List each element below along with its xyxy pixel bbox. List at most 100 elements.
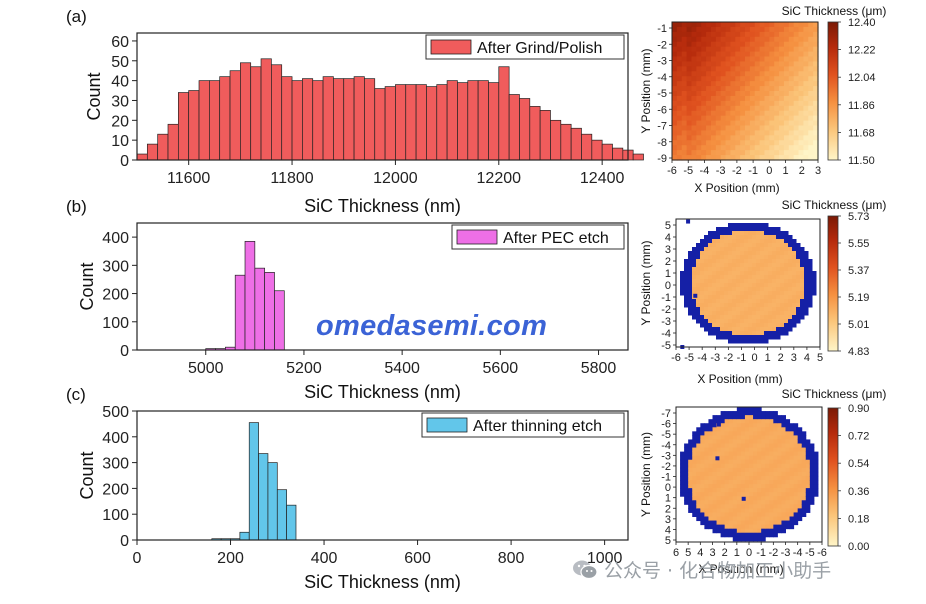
heatmap-cell xyxy=(793,488,799,493)
heatmap-cell xyxy=(748,327,753,332)
heatmap-cell xyxy=(696,467,701,473)
heatmap-cell xyxy=(736,339,741,344)
heatmap-cell xyxy=(765,488,770,493)
heatmap-cell xyxy=(712,520,718,526)
heatmap-cell xyxy=(744,223,749,228)
heatmap-cell xyxy=(754,125,761,132)
heatmap-cell xyxy=(776,287,781,292)
heatmap-cell xyxy=(748,311,753,316)
heatmap-cell xyxy=(793,105,800,112)
heatmap-cell xyxy=(686,95,693,102)
heatmap-cell xyxy=(706,140,712,146)
heatmap-cell xyxy=(696,247,701,252)
heatmap-cell xyxy=(740,71,746,77)
heatmap-cell xyxy=(712,255,717,260)
heatmap-cell xyxy=(696,36,702,43)
heatmap-cell xyxy=(812,271,817,276)
heatmap-cell xyxy=(696,516,701,522)
heatmap-cell xyxy=(805,508,811,513)
bar xyxy=(248,422,259,541)
heatmap-cell xyxy=(813,46,819,53)
heatmap-cell xyxy=(760,331,765,336)
heatmap-cell xyxy=(769,459,774,465)
heatmap-cell xyxy=(749,115,756,122)
heatmap-cell xyxy=(681,22,688,28)
heatmap-cell xyxy=(796,287,801,292)
heatmap-cell xyxy=(784,255,789,260)
heatmap-cell xyxy=(720,471,726,477)
heatmap-cell xyxy=(793,145,800,151)
heatmap-cell xyxy=(740,279,745,284)
y-tick-label: 0 xyxy=(120,153,129,170)
heatmap-cell xyxy=(732,492,738,497)
heatmap-cell xyxy=(684,459,689,465)
heatmap-cell xyxy=(793,480,799,485)
heatmap-cell xyxy=(793,56,800,63)
heatmap-cell xyxy=(781,467,786,473)
heatmap-cell xyxy=(749,423,754,428)
heatmap-cell xyxy=(700,267,705,272)
heatmap-cell xyxy=(740,56,746,63)
heatmap-cell xyxy=(773,471,778,477)
heatmap-cell xyxy=(757,492,762,497)
heatmap-cell xyxy=(691,86,697,92)
heatmap-cell xyxy=(736,255,741,260)
heatmap-cell xyxy=(720,492,726,497)
heatmap-cell xyxy=(768,295,773,300)
heatmap-cell xyxy=(732,451,738,457)
bar xyxy=(498,66,510,161)
bar xyxy=(136,153,148,161)
heatmap-cell xyxy=(760,295,765,300)
heatmap-cell xyxy=(801,488,807,493)
heatmap-cell xyxy=(779,71,785,77)
heatmap-cell xyxy=(696,243,701,248)
heatmap-cell xyxy=(708,247,713,252)
bar xyxy=(271,64,283,161)
heatmap-cell xyxy=(700,307,705,312)
heatmap-cell xyxy=(716,415,722,420)
heatmap-cell xyxy=(777,512,782,517)
heatmap-cell xyxy=(744,463,750,469)
heatmap-cell xyxy=(745,105,751,112)
heatmap-cell xyxy=(773,516,778,522)
heatmap-cell xyxy=(800,299,805,304)
panel-label: (b) xyxy=(66,197,87,216)
heatmap-cell xyxy=(728,243,733,248)
heatmap-cell xyxy=(712,291,717,296)
heatmap-cell xyxy=(681,95,688,102)
heatmap-cell xyxy=(753,467,758,473)
heatmap-cell xyxy=(725,140,731,146)
heatmap-cell xyxy=(720,130,727,136)
heatmap-cell xyxy=(804,299,809,304)
heatmap-cell xyxy=(732,243,737,248)
heatmap-cell xyxy=(708,287,713,292)
heatmap-cell xyxy=(749,56,756,63)
heatmap-cell xyxy=(745,115,751,122)
heatmap-cell xyxy=(692,439,697,444)
heatmap-cell xyxy=(798,46,804,53)
heatmap-cell xyxy=(779,110,785,117)
heatmap-cell xyxy=(803,110,809,117)
heatmap-cell xyxy=(740,105,746,112)
heatmap-cell xyxy=(803,125,809,132)
heatmap-cell xyxy=(735,22,741,28)
heatmap-cell xyxy=(732,532,738,538)
heatmap-cell xyxy=(708,327,713,332)
heatmap-cell xyxy=(768,235,773,240)
heatmap-cell xyxy=(753,484,758,489)
heatmap-cell xyxy=(728,267,733,272)
heatmap-cell xyxy=(797,508,803,513)
heatmap-cell xyxy=(765,415,770,420)
heatmap-cell xyxy=(712,467,718,473)
heatmap-cell xyxy=(728,339,733,344)
heatmap-cell xyxy=(784,295,789,300)
footer-text: 公众号 · 化合物加工小助手 xyxy=(604,560,832,582)
heatmap-cell xyxy=(676,115,683,122)
heatmap-cell xyxy=(803,81,809,87)
heatmap-cell xyxy=(715,145,722,151)
heatmap-cell xyxy=(803,36,809,43)
heatmap-cell xyxy=(730,76,736,82)
heatmap-cell xyxy=(744,536,750,542)
y-tick-label: 1 xyxy=(665,268,671,280)
heatmap-cell xyxy=(681,46,688,53)
